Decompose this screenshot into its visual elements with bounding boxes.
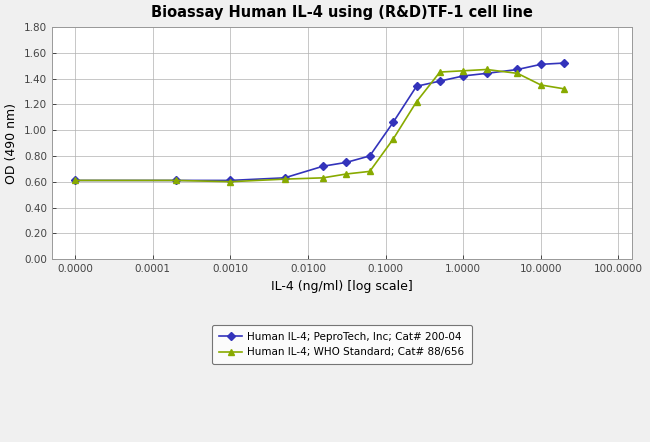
- Human IL-4; WHO Standard; Cat# 88/656: [319, 175, 327, 180]
- Human IL-4; PeproTech, Inc; Cat# 200-04: [366, 153, 374, 159]
- Human IL-4; PeproTech, Inc; Cat# 200-04: [514, 67, 521, 72]
- Human IL-4; PeproTech, Inc; Cat# 200-04: [560, 61, 568, 66]
- Human IL-4; PeproTech, Inc; Cat# 200-04: [460, 73, 467, 79]
- Line: Human IL-4; PeproTech, Inc; Cat# 200-04: Human IL-4; PeproTech, Inc; Cat# 200-04: [72, 60, 567, 183]
- Human IL-4; WHO Standard; Cat# 88/656: [460, 68, 467, 73]
- Human IL-4; WHO Standard; Cat# 88/656: [72, 178, 79, 183]
- Human IL-4; PeproTech, Inc; Cat# 200-04: [483, 71, 491, 76]
- Human IL-4; WHO Standard; Cat# 88/656: [343, 171, 350, 177]
- Title: Bioassay Human IL-4 using (R&D)TF-1 cell line: Bioassay Human IL-4 using (R&D)TF-1 cell…: [151, 5, 533, 20]
- Human IL-4; PeproTech, Inc; Cat# 200-04: [319, 164, 327, 169]
- Human IL-4; PeproTech, Inc; Cat# 200-04: [172, 178, 180, 183]
- Human IL-4; PeproTech, Inc; Cat# 200-04: [389, 120, 397, 125]
- Human IL-4; WHO Standard; Cat# 88/656: [413, 99, 421, 104]
- Line: Human IL-4; WHO Standard; Cat# 88/656: Human IL-4; WHO Standard; Cat# 88/656: [72, 66, 567, 185]
- Human IL-4; WHO Standard; Cat# 88/656: [436, 69, 444, 75]
- Human IL-4; WHO Standard; Cat# 88/656: [172, 178, 180, 183]
- Human IL-4; PeproTech, Inc; Cat# 200-04: [436, 78, 444, 84]
- Human IL-4; PeproTech, Inc; Cat# 200-04: [413, 84, 421, 89]
- Human IL-4; WHO Standard; Cat# 88/656: [389, 137, 397, 142]
- Human IL-4; WHO Standard; Cat# 88/656: [514, 71, 521, 76]
- Human IL-4; WHO Standard; Cat# 88/656: [366, 169, 374, 174]
- Human IL-4; PeproTech, Inc; Cat# 200-04: [537, 62, 545, 67]
- Human IL-4; PeproTech, Inc; Cat# 200-04: [281, 175, 289, 180]
- Human IL-4; WHO Standard; Cat# 88/656: [483, 67, 491, 72]
- Human IL-4; WHO Standard; Cat# 88/656: [281, 176, 289, 182]
- Human IL-4; WHO Standard; Cat# 88/656: [537, 82, 545, 88]
- Human IL-4; PeproTech, Inc; Cat# 200-04: [343, 160, 350, 165]
- Y-axis label: OD (490 nm): OD (490 nm): [5, 103, 18, 183]
- Human IL-4; WHO Standard; Cat# 88/656: [560, 86, 568, 91]
- Human IL-4; PeproTech, Inc; Cat# 200-04: [226, 178, 234, 183]
- X-axis label: IL-4 (ng/ml) [log scale]: IL-4 (ng/ml) [log scale]: [271, 279, 413, 293]
- Human IL-4; WHO Standard; Cat# 88/656: [226, 179, 234, 184]
- Legend: Human IL-4; PeproTech, Inc; Cat# 200-04, Human IL-4; WHO Standard; Cat# 88/656: Human IL-4; PeproTech, Inc; Cat# 200-04,…: [212, 325, 472, 365]
- Human IL-4; PeproTech, Inc; Cat# 200-04: [72, 178, 79, 183]
